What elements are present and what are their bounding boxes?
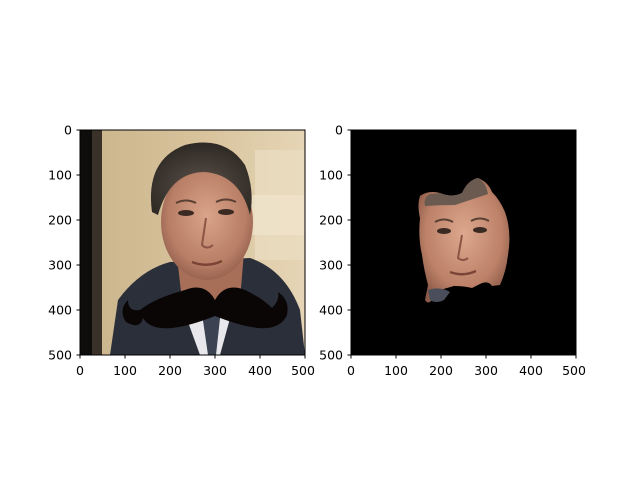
right-axes-frame [350,129,577,356]
left-x-tick-label: 300 [203,363,227,378]
right-image [351,130,576,355]
left-y-tick-label: 300 [48,258,72,273]
left-x-axis: 0 100 200 300 400 500 [76,355,315,378]
masked-face-region [418,178,510,303]
left-y-tick-label: 0 [64,123,72,138]
right-y-tick-label: 400 [319,303,343,318]
left-y-axis: 0 100 200 300 400 500 [48,123,80,363]
right-x-axis: 0 100 200 300 400 500 [347,355,586,378]
left-y-tick-label: 100 [48,168,72,183]
left-x-tick-label: 100 [113,363,137,378]
right-y-tick-label: 100 [319,168,343,183]
right-x-tick-label: 0 [347,363,355,378]
right-y-axis: 0 100 200 300 400 500 [319,123,351,363]
right-x-tick-label: 100 [384,363,408,378]
right-y-tick-label: 500 [319,348,343,363]
left-x-tick-label: 0 [76,363,84,378]
left-x-tick-label: 500 [291,363,315,378]
left-x-tick-label: 400 [248,363,272,378]
right-x-tick-label: 500 [562,363,586,378]
mustache-overlay [122,287,288,329]
right-x-tick-label: 400 [519,363,543,378]
left-image [80,130,305,355]
left-axes-frame [79,129,306,356]
left-y-tick-label: 400 [48,303,72,318]
right-y-tick-label: 0 [335,123,343,138]
right-y-tick-label: 200 [319,213,343,228]
right-y-tick-label: 300 [319,258,343,273]
right-x-tick-label: 300 [474,363,498,378]
left-x-tick-label: 200 [158,363,182,378]
left-y-tick-label: 200 [48,213,72,228]
left-y-tick-label: 500 [48,348,72,363]
left-axes: 0 100 200 300 400 500 0 100 200 300 400 … [48,123,315,379]
right-x-tick-label: 200 [429,363,453,378]
left-axes-svg: 0 100 200 300 400 500 0 100 200 300 400 … [48,123,315,379]
